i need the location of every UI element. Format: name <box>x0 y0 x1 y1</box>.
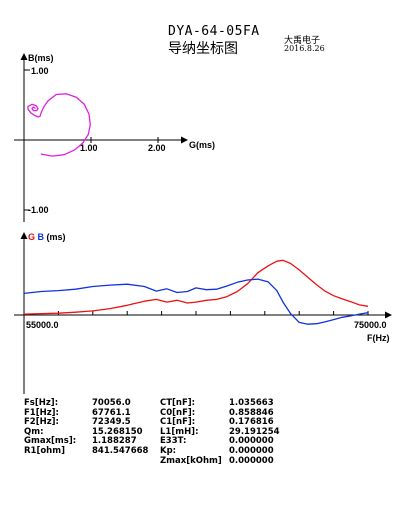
param-label: R1[ohm] <box>24 445 65 456</box>
param-label: Qm: <box>24 426 44 437</box>
frequency-plot: G B (ms) 55000.0 75000.0 F(Hz) <box>14 232 392 394</box>
susceptance-curve <box>23 278 369 325</box>
adm-x-axis-arrow <box>181 136 188 144</box>
adm-ytick-label: -1.00 <box>28 205 49 215</box>
param-value: 72349.5 <box>92 417 131 428</box>
param-value: 0.858846 <box>229 407 274 418</box>
company-name: 大禹电子 <box>284 36 321 46</box>
adm-xtick-label: 2.00 <box>148 143 166 153</box>
param-label: Zmax[kOhm] <box>160 455 222 466</box>
param-label: F1[Hz]: <box>24 407 59 418</box>
param-label: F2[Hz]: <box>24 417 59 428</box>
param-value: 15.268150 <box>92 426 143 437</box>
param-label: CT[nF]: <box>160 398 196 408</box>
param-value: 70056.0 <box>92 398 131 408</box>
admittance-curve <box>27 93 91 157</box>
freq-ylabel-b: B <box>38 232 45 242</box>
adm-x-label: G(ms) <box>189 140 215 150</box>
param-value: 0.000000 <box>229 436 274 447</box>
report-date: 2016.8.26 <box>284 44 325 53</box>
adm-y-axis-arrow <box>20 53 28 60</box>
param-label: C0[nF]: <box>160 407 196 418</box>
adm-ytick-label: 1.00 <box>31 66 49 76</box>
param-value: 0.000000 <box>229 455 274 466</box>
param-label: E33T: <box>160 436 187 447</box>
param-value: 67761.1 <box>92 407 131 418</box>
freq-x-axis-arrow <box>385 311 392 319</box>
adm-xtick-label: 1.00 <box>80 143 98 153</box>
param-value: 29.191254 <box>229 426 280 437</box>
freq-tick-group <box>57 311 369 315</box>
param-value: 0.000000 <box>229 445 274 456</box>
param-value: 1.035663 <box>229 398 274 408</box>
adm-y-label: B(ms) <box>28 53 54 63</box>
freq-ylabel-unit: (ms) <box>47 232 66 242</box>
device-title: DYA-64-05FA <box>168 24 260 39</box>
freq-x-start: 55000.0 <box>26 320 59 330</box>
param-label: L1[mH]: <box>160 426 199 437</box>
param-value: 0.176816 <box>229 417 274 428</box>
param-label: Kp: <box>160 445 177 456</box>
param-label: Fs[Hz]: <box>24 398 59 408</box>
freq-x-end: 75000.0 <box>354 320 387 330</box>
param-label: C1[nF]: <box>160 417 196 428</box>
freq-ylabel-g: G <box>28 232 35 242</box>
param-value: 841.547668 <box>92 445 149 456</box>
admittance-plot: B(ms) G(ms) 1.00 -1.00 1.00 2.00 <box>14 53 215 222</box>
chart-subtitle: 导纳坐标图 <box>168 41 238 57</box>
param-value: 1.188287 <box>92 436 137 447</box>
admittance-series-group <box>27 93 91 157</box>
freq-x-label: F(Hz) <box>367 333 390 343</box>
freq-y-label: G B (ms) <box>28 232 66 242</box>
param-label: Gmax[ms]: <box>24 436 77 447</box>
conductance-curve <box>23 259 369 315</box>
frequency-series-group <box>23 259 369 325</box>
freq-y-axis-arrow <box>20 232 28 239</box>
